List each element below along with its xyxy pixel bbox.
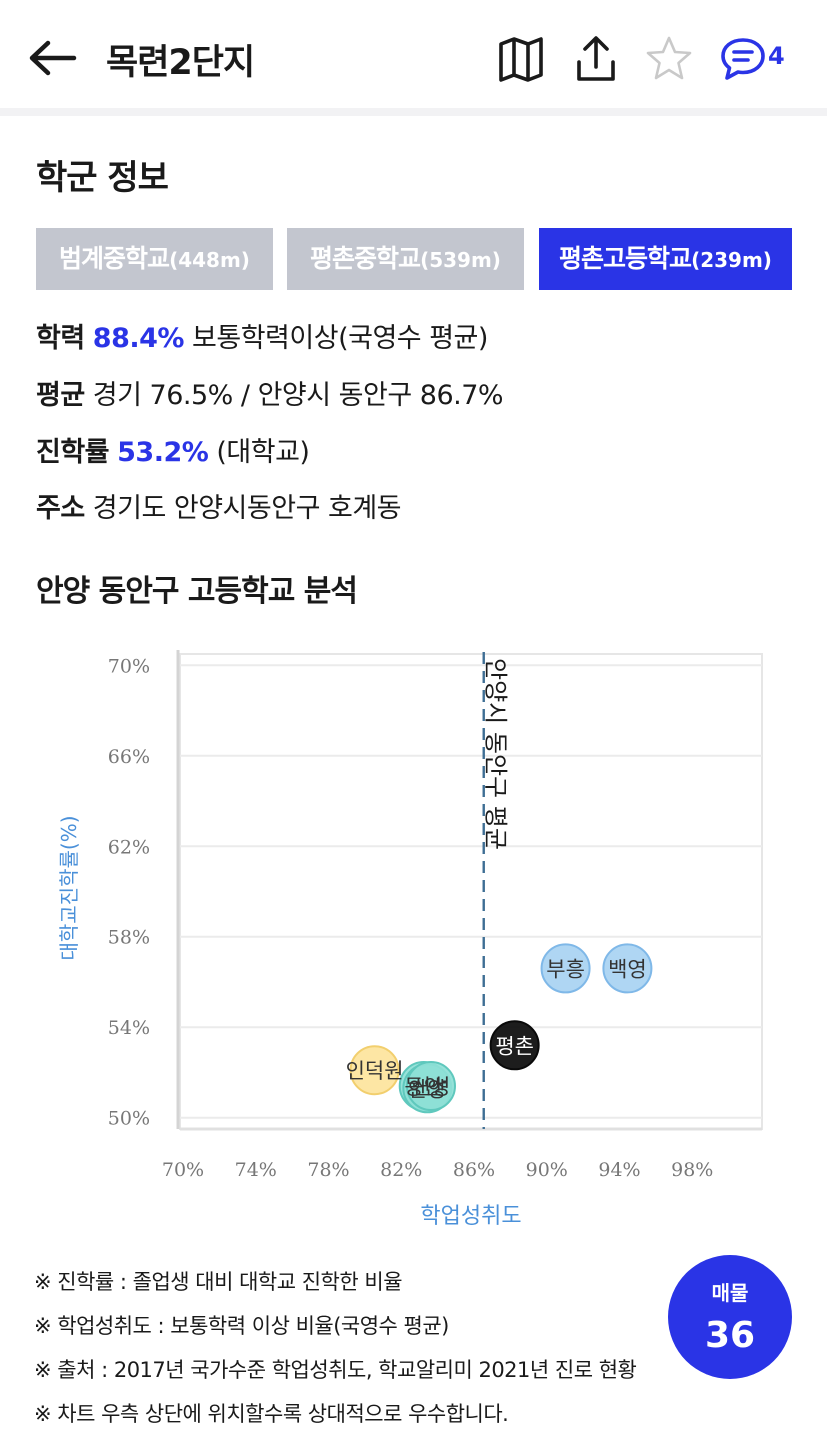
average-reference-label: 안양시 동안구 평균 — [482, 658, 510, 850]
data-point-label: 인덕원 — [346, 1059, 404, 1083]
note-item: ※ 차트 우측 상단에 위치할수록 상대적으로 우수합니다. — [34, 1402, 509, 1426]
y-tick-label: 54% — [108, 1017, 150, 1039]
tab-school-distance: (539m) — [420, 248, 501, 272]
address-line: 주소 경기도 안양시동안구 호계동 — [36, 486, 402, 525]
note-item: ※ 출처 : 2017년 국가수준 학업성취도, 학교알리미 2021년 진로 … — [34, 1358, 637, 1382]
share-button[interactable] — [571, 34, 621, 84]
x-tick-label: 82% — [380, 1159, 422, 1181]
favorite-button[interactable] — [644, 34, 694, 84]
map-icon — [499, 37, 543, 82]
y-tick-label: 70% — [108, 655, 150, 677]
x-tick-label: 78% — [307, 1159, 349, 1181]
data-point — [349, 1045, 400, 1096]
y-tick-label: 58% — [108, 927, 150, 949]
x-axis-title: 학업성취도 — [420, 1204, 521, 1229]
listings-label: 매물 — [711, 1281, 749, 1305]
admission-rate-line: 진학률 53.2% (대학교) — [36, 430, 310, 469]
data-point — [489, 1020, 540, 1071]
achievement-line: 학력 88.4% 보통학력이상(국영수 평균) — [36, 316, 488, 355]
tab-school-2[interactable]: 평촌고등학교(239m) — [539, 228, 792, 290]
data-point-label: 부흥 — [546, 957, 585, 981]
x-tick-label: 74% — [235, 1159, 277, 1181]
tab-school-name: 평촌고등학교 — [559, 244, 692, 273]
average-desc: 경기 76.5% / 안양시 동안구 86.7% — [84, 380, 504, 411]
map-button[interactable] — [496, 34, 546, 84]
comment-count: 4 — [768, 42, 785, 70]
y-tick-label: 62% — [108, 836, 150, 858]
achievement-label: 학력 — [36, 323, 85, 354]
admission-rate-label: 진학률 — [36, 437, 110, 468]
tab-school-1[interactable]: 평촌중학교(539m) — [287, 228, 524, 290]
admission-rate-desc: (대학교) — [208, 437, 310, 468]
data-point — [540, 943, 591, 994]
tab-school-name: 범계중학교 — [59, 244, 170, 273]
listings-fab[interactable]: 매물 36 — [668, 1255, 792, 1379]
comment-icon — [721, 38, 765, 80]
school-info-title: 학군 정보 — [36, 158, 169, 198]
data-point — [405, 1061, 456, 1112]
tab-school-name: 평촌중학교 — [310, 244, 421, 273]
tab-school-distance: (448m) — [169, 248, 250, 272]
average-label: 평균 — [36, 380, 85, 411]
x-tick-label: 86% — [453, 1159, 495, 1181]
note-item: ※ 학업성취도 : 보통학력 이상 비율(국영수 평균) — [34, 1314, 449, 1338]
data-point-label: 백영 — [608, 957, 647, 981]
data-point-label: 신성 — [412, 1075, 451, 1099]
data-point — [602, 943, 653, 994]
back-button[interactable] — [26, 36, 80, 80]
school-scatter-chart: 70% 66% 62% 58% 54% 50% 70% 74% 78% 82% 86% 90% 94% 9… — [57, 650, 763, 1229]
listings-count: 36 — [704, 1315, 756, 1356]
tab-school-distance: (239m) — [691, 248, 772, 272]
share-icon — [577, 36, 615, 81]
y-tick-label: 50% — [108, 1108, 150, 1130]
x-tick-label: 90% — [526, 1159, 568, 1181]
achievement-desc: 보통학력이상(국영수 평균) — [183, 323, 488, 354]
notes: ※ 진학률 : 졸업생 대비 대학교 진학한 비율 ※ 학업성취도 : 보통학력… — [34, 1262, 637, 1438]
page-title: 목련2단지 — [106, 43, 255, 83]
y-axis-title: 대학교진학률(%) — [57, 815, 81, 960]
x-tick-label: 94% — [598, 1159, 640, 1181]
back-arrow-icon — [29, 40, 77, 76]
comment-button[interactable] — [718, 34, 768, 84]
tab-school-0[interactable]: 범계중학교(448m) — [36, 228, 273, 290]
data-point-label: 동안 — [404, 1075, 443, 1099]
note-item: ※ 진학률 : 졸업생 대비 대학교 진학한 비율 — [34, 1270, 403, 1294]
admission-rate-value: 53.2% — [117, 437, 209, 468]
data-point-label: 안양 — [408, 1077, 447, 1101]
address-desc: 경기도 안양시동안구 호계동 — [84, 493, 402, 524]
analysis-title: 안양 동안구 고등학교 분석 — [36, 574, 358, 609]
x-tick-label: 70% — [162, 1159, 204, 1181]
data-point-label: 평촌 — [495, 1034, 534, 1058]
y-tick-label: 66% — [108, 746, 150, 768]
address-label: 주소 — [36, 493, 85, 524]
star-icon — [646, 36, 692, 80]
plot-frame — [179, 653, 763, 1130]
achievement-value: 88.4% — [92, 323, 185, 354]
average-line: 평균 경기 76.5% / 안양시 동안구 86.7% — [36, 373, 504, 412]
app-header: 목련2단지 4 — [0, 0, 827, 116]
x-tick-label: 98% — [671, 1159, 713, 1181]
